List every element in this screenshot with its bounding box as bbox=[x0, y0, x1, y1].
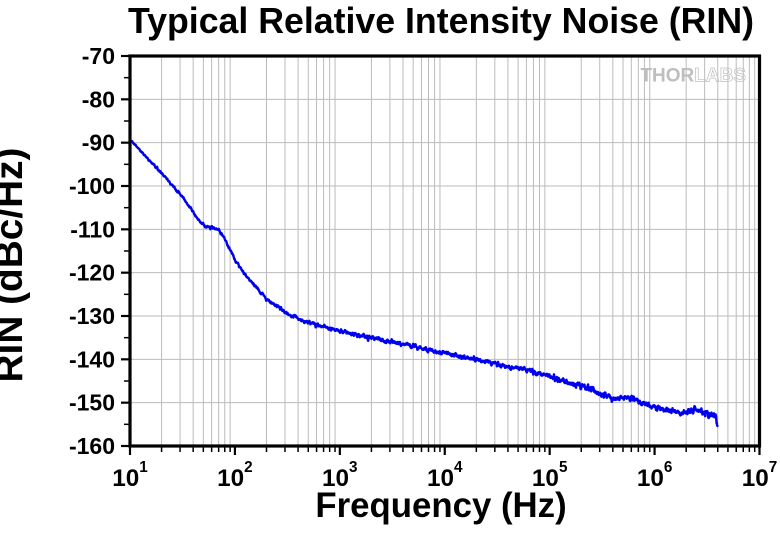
svg-text:-150: -150 bbox=[69, 390, 115, 416]
svg-text:-80: -80 bbox=[82, 86, 115, 112]
svg-text:THORLABS: THORLABS bbox=[640, 66, 746, 87]
svg-text:Typical Relative Intensity Noi: Typical Relative Intensity Noise (RIN) bbox=[128, 1, 754, 41]
svg-text:-120: -120 bbox=[69, 260, 115, 286]
svg-text:-140: -140 bbox=[69, 346, 115, 372]
svg-text:-70: -70 bbox=[82, 43, 115, 69]
svg-text:-130: -130 bbox=[69, 303, 115, 329]
svg-text:-160: -160 bbox=[69, 433, 115, 459]
svg-text:RIN (dBc/Hz): RIN (dBc/Hz) bbox=[0, 148, 31, 383]
svg-text:Frequency (Hz): Frequency (Hz) bbox=[315, 486, 566, 525]
svg-text:-100: -100 bbox=[69, 173, 115, 199]
svg-text:-90: -90 bbox=[82, 130, 115, 156]
svg-text:-110: -110 bbox=[70, 216, 115, 242]
